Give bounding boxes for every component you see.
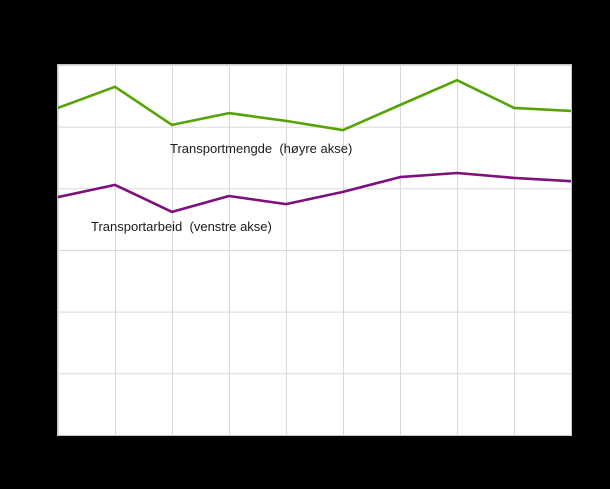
transportarbeid-label: Transportarbeid (venstre akse)	[91, 219, 272, 234]
transportmengde-line	[58, 78, 571, 132]
series-svg	[58, 78, 571, 214]
transportmengde-label: Transportmengde (høyre akse)	[170, 141, 353, 156]
transportarbeid-line	[58, 171, 571, 214]
plot-area: Transportmengde (høyre akse) Transportar…	[57, 64, 572, 436]
